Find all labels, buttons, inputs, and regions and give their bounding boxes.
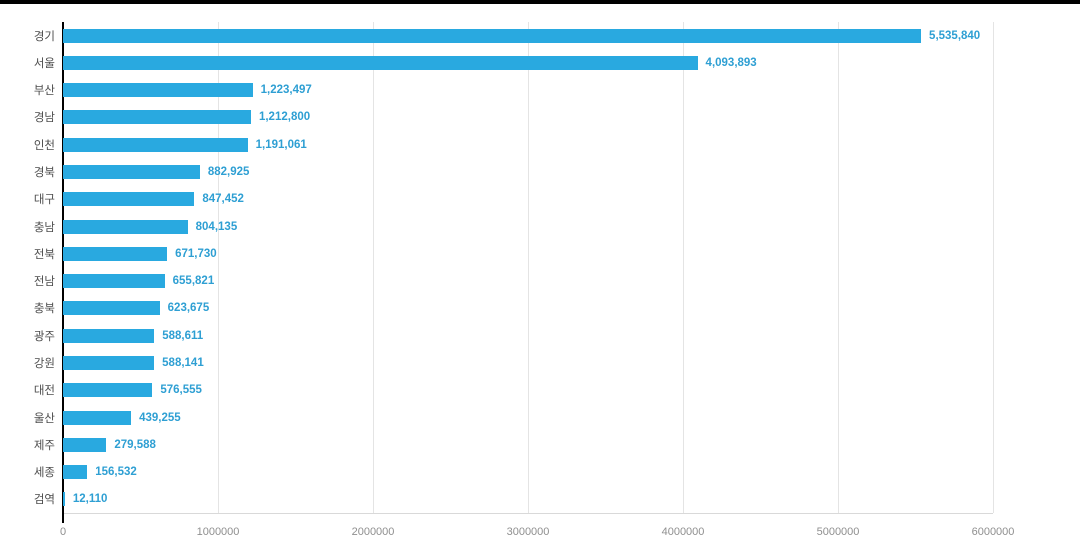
x-axis-tick-label: 0 [59, 526, 67, 538]
x-axis-tick-label: 3000000 [506, 526, 550, 538]
category-label: 검역 [33, 494, 55, 507]
category-label: 경남 [33, 112, 55, 125]
category-label: 충북 [33, 303, 55, 316]
value-label: 279,588 [114, 438, 156, 451]
category-label: 제주 [33, 439, 55, 452]
category-label: 서울 [33, 57, 55, 70]
value-label: 5,535,840 [929, 29, 981, 42]
value-label: 12,110 [72, 493, 108, 506]
category-label: 전남 [33, 276, 55, 289]
value-label: 588,611 [162, 329, 204, 342]
gridline [992, 22, 994, 513]
category-label: 대전 [33, 385, 55, 398]
bar[interactable] [63, 328, 155, 343]
category-label: 광주 [33, 330, 55, 343]
bar[interactable] [63, 492, 65, 507]
bar[interactable] [63, 137, 248, 152]
bar[interactable] [63, 246, 168, 261]
bar[interactable] [63, 28, 922, 43]
gridline [217, 22, 219, 513]
value-label: 1,191,061 [255, 138, 307, 151]
bar-row: 강원 588,141 [0, 349, 1080, 376]
category-label: 부산 [33, 85, 55, 98]
value-label: 882,925 [207, 166, 250, 179]
bar-row: 광주 588,611 [0, 322, 1080, 349]
bar[interactable] [63, 83, 253, 98]
category-label: 강원 [33, 358, 55, 371]
x-axis-tick-label: 1000000 [196, 526, 240, 538]
bar-row: 울산 439,255 [0, 404, 1080, 431]
x-axis-tick-label: 2000000 [351, 526, 395, 538]
bar-rows-container: 경기 5,535,840 서울 4,093,893 부산 1,223,497 경남 1,212… [0, 22, 1080, 513]
value-label: 1,223,497 [260, 84, 312, 97]
bar-row: 충남 804,135 [0, 213, 1080, 240]
value-label: 439,255 [139, 411, 181, 424]
bar-row: 경남 1,212,800 [0, 104, 1080, 131]
value-label: 623,675 [167, 302, 210, 315]
value-label: 156,532 [95, 466, 137, 479]
bar-row: 전북 671,730 [0, 240, 1080, 267]
bar[interactable] [63, 110, 251, 125]
bar[interactable] [63, 192, 195, 207]
bar-row: 세종 156,532 [0, 459, 1080, 486]
bar[interactable] [63, 165, 200, 180]
bar-row: 서울 4,093,893 [0, 49, 1080, 76]
value-label: 671,730 [175, 247, 217, 260]
category-label: 세종 [33, 467, 55, 480]
y-axis-line [62, 22, 64, 523]
bar-row: 제주 279,588 [0, 431, 1080, 458]
value-label: 576,555 [160, 384, 202, 397]
category-label: 경기 [33, 30, 55, 43]
category-label: 대구 [33, 194, 55, 207]
category-label: 전북 [33, 248, 55, 261]
bar-row: 충북 623,675 [0, 295, 1080, 322]
category-label: 인천 [33, 139, 55, 152]
gridline [527, 22, 529, 513]
value-label: 655,821 [172, 275, 215, 288]
category-label: 경북 [33, 167, 55, 180]
bar[interactable] [63, 465, 88, 480]
top-border-strip [0, 0, 1080, 4]
bar-row: 검역 12,110 [0, 486, 1080, 513]
x-axis-tick-label: 6000000 [971, 526, 1015, 538]
bar[interactable] [63, 356, 155, 371]
bar[interactable] [63, 274, 165, 289]
bar[interactable] [63, 219, 188, 234]
value-label: 804,135 [195, 220, 238, 233]
category-label: 충남 [33, 221, 55, 234]
gridline [837, 22, 839, 513]
bar-row: 인천 1,191,061 [0, 131, 1080, 158]
bar-row: 대전 576,555 [0, 377, 1080, 404]
bar[interactable] [63, 301, 160, 316]
value-label: 4,093,893 [705, 56, 757, 69]
gridline [372, 22, 374, 513]
x-axis-tick-label: 4000000 [661, 526, 705, 538]
x-axis-tick-label: 5000000 [816, 526, 860, 538]
bar[interactable] [63, 55, 698, 70]
bar-row: 전남 655,821 [0, 268, 1080, 295]
value-label: 1,212,800 [258, 111, 311, 124]
value-label: 847,452 [202, 193, 244, 206]
bar[interactable] [63, 437, 107, 452]
bar-row: 부산 1,223,497 [0, 77, 1080, 104]
value-label: 588,141 [162, 357, 204, 370]
bar[interactable] [63, 410, 132, 425]
bar-row: 경북 882,925 [0, 158, 1080, 185]
category-label: 울산 [33, 412, 55, 425]
bar-row: 대구 847,452 [0, 186, 1080, 213]
bar[interactable] [63, 383, 153, 398]
gridline [682, 22, 684, 513]
bar-row: 경기 5,535,840 [0, 22, 1080, 49]
x-axis-baseline [63, 513, 993, 514]
